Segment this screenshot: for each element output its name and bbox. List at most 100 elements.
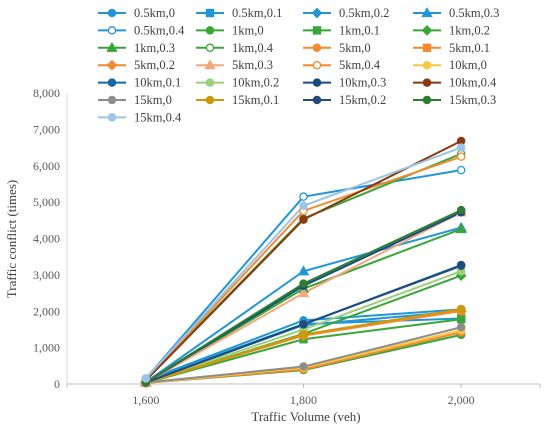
y-tick-label: 5,000 bbox=[33, 195, 60, 209]
legend-label: 5km,0 bbox=[339, 41, 371, 55]
legend-marker bbox=[205, 95, 215, 105]
data-point-0-5km-0-4 bbox=[299, 192, 308, 201]
y-tick-label: 7,000 bbox=[33, 122, 60, 136]
y-tick-label: 0 bbox=[54, 377, 60, 391]
legend-entry-15km-0: 15km,0 bbox=[98, 93, 172, 107]
legend-entry-10km-0-3: 10km,0.3 bbox=[303, 76, 386, 90]
legend-label: 0.5km,0.3 bbox=[449, 6, 499, 20]
legend-entry-15km-0-2: 15km,0.2 bbox=[303, 93, 386, 107]
data-point-15km-0-4 bbox=[456, 143, 466, 152]
legend-marker bbox=[421, 7, 433, 18]
data-point-1km-0-3 bbox=[455, 223, 467, 234]
legend-entry-1km-0-1: 1km,0.1 bbox=[303, 23, 380, 37]
data-point-15km-0-3 bbox=[456, 205, 466, 215]
legend-label: 10km,0.1 bbox=[134, 76, 181, 90]
y-axis-title: Traffic conflict (times) bbox=[4, 180, 19, 298]
y-tick-label: 1,000 bbox=[33, 341, 60, 355]
series-line-5km-0-3 bbox=[145, 211, 462, 384]
legend-marker bbox=[205, 43, 215, 53]
legend-marker bbox=[421, 25, 433, 36]
data-point-15km-0-2 bbox=[299, 320, 308, 329]
data-point-15km-0-1 bbox=[456, 304, 466, 314]
data-point-5km-0-3 bbox=[297, 287, 310, 298]
axes bbox=[66, 93, 541, 388]
legend-marker bbox=[107, 113, 117, 122]
series-lines bbox=[145, 140, 462, 384]
legend-label: 10km,0 bbox=[449, 58, 487, 72]
data-point-15km-0-3 bbox=[299, 279, 308, 288]
legend-entry-5km-0-2: 5km,0.2 bbox=[98, 58, 175, 72]
y-tick-label: 2,000 bbox=[33, 304, 60, 318]
legend-label: 0.5km,0.4 bbox=[134, 23, 185, 37]
legend-entry-0-5km-0-2: 0.5km,0.2 bbox=[303, 6, 389, 20]
legend-label: 1km,0.1 bbox=[339, 23, 380, 37]
legend-label: 10km,0.3 bbox=[339, 76, 386, 90]
y-tick-label: 3,000 bbox=[33, 268, 60, 282]
legend-label: 5km,0.4 bbox=[339, 58, 381, 72]
legend-entry-5km-0: 5km,0 bbox=[303, 41, 371, 55]
legend-marker bbox=[422, 60, 432, 70]
legend-label: 15km,0.1 bbox=[232, 93, 279, 107]
legend-marker bbox=[312, 26, 322, 35]
legend-entry-15km-0-4: 15km,0.4 bbox=[98, 110, 182, 124]
data-point-0-5km-0-3 bbox=[297, 265, 310, 276]
data-point-0-5km-0-4 bbox=[456, 165, 466, 175]
y-tick-label: 6,000 bbox=[33, 159, 60, 173]
legend-marker bbox=[106, 59, 118, 71]
x-tick-label: 1,600 bbox=[132, 393, 159, 407]
legend-marker bbox=[312, 78, 322, 87]
legend-marker bbox=[205, 8, 215, 18]
legend-marker bbox=[107, 95, 117, 105]
data-point-10km-0-4 bbox=[299, 215, 308, 224]
legend-marker bbox=[311, 7, 323, 19]
legend-marker bbox=[107, 8, 117, 18]
legend-label: 1km,0 bbox=[232, 23, 264, 37]
y-tick-label: 8,000 bbox=[33, 86, 60, 100]
data-point-5km-0-4 bbox=[456, 152, 466, 161]
x-tick-labels: 1,600 1,800 2,000 bbox=[132, 393, 474, 407]
legend-entry-1km-0-2: 1km,0.2 bbox=[413, 23, 490, 37]
legend-label: 15km,0 bbox=[134, 93, 172, 107]
legend-entry-15km-0-3: 15km,0.3 bbox=[413, 93, 496, 107]
legend-entry-0-5km-0-1: 0.5km,0.1 bbox=[196, 6, 282, 20]
legend-marker bbox=[422, 43, 432, 53]
series-line-10km-0-3 bbox=[145, 211, 462, 384]
x-tick-label: 2,000 bbox=[448, 393, 475, 407]
legend-entry-5km-0-1: 5km,0.1 bbox=[413, 41, 490, 55]
data-point-1km-0-1 bbox=[456, 315, 466, 324]
legend-entry-0-5km-0-3: 0.5km,0.3 bbox=[413, 6, 499, 20]
legend-entry-0-5km-0: 0.5km,0 bbox=[98, 6, 175, 20]
legend-label: 5km,0.2 bbox=[134, 58, 175, 72]
legend-entry-15km-0-1: 15km,0.1 bbox=[196, 93, 279, 107]
legend-label: 0.5km,0.1 bbox=[232, 6, 282, 20]
legend-entry-0-5km-0-4: 0.5km,0.4 bbox=[98, 23, 185, 37]
legend-entry-10km-0-2: 10km,0.2 bbox=[196, 76, 279, 90]
legend-label: 5km,0.3 bbox=[232, 58, 273, 72]
series-markers bbox=[140, 136, 467, 388]
legend-label: 1km,0.4 bbox=[232, 41, 274, 55]
legend-marker bbox=[312, 43, 322, 53]
legend: 0.5km,0 0.5km,0.1 0.5km,0.2 0.5km,0.3 0.5km,… bbox=[98, 6, 499, 124]
x-axis-title: Traffic Volume (veh) bbox=[251, 409, 360, 424]
data-point-15km-0-4 bbox=[141, 374, 151, 383]
legend-entry-10km-0-1: 10km,0.1 bbox=[98, 76, 181, 90]
x-tick-label: 1,800 bbox=[290, 393, 317, 407]
legend-marker bbox=[107, 78, 117, 87]
y-tick-label: 4,000 bbox=[33, 232, 60, 246]
legend-label: 15km,0.4 bbox=[134, 110, 182, 124]
legend-entry-1km-0-4: 1km,0.4 bbox=[196, 41, 274, 55]
legend-marker bbox=[312, 60, 322, 70]
data-point-15km-0 bbox=[299, 362, 308, 371]
series-line-1km-0-3 bbox=[145, 228, 462, 384]
legend-label: 0.5km,0.2 bbox=[339, 6, 389, 20]
legend-entry-10km-0-4: 10km,0.4 bbox=[413, 76, 497, 90]
legend-entry-1km-0: 1km,0 bbox=[196, 23, 264, 37]
legend-marker bbox=[204, 59, 216, 70]
legend-label: 15km,0.3 bbox=[449, 93, 496, 107]
legend-label: 5km,0.1 bbox=[449, 41, 490, 55]
legend-marker bbox=[422, 95, 432, 105]
data-point-15km-0-2 bbox=[456, 261, 466, 271]
legend-marker bbox=[107, 26, 117, 35]
legend-entry-5km-0-3: 5km,0.3 bbox=[196, 58, 273, 72]
legend-entry-1km-0-3: 1km,0.3 bbox=[98, 41, 175, 55]
